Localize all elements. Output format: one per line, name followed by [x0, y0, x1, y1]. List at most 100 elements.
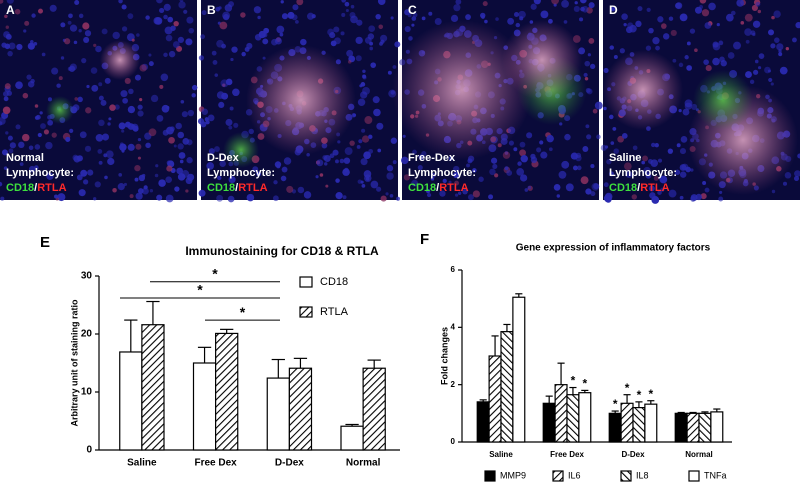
tissue-blob [246, 45, 356, 155]
nucleus [286, 185, 294, 193]
nucleus [311, 14, 316, 19]
nucleus [86, 84, 90, 89]
nucleus [15, 81, 23, 89]
nucleus [793, 175, 800, 182]
nucleus [520, 174, 528, 182]
nucleus [667, 148, 674, 154]
nucleus [297, 186, 305, 194]
x-tick-label: Normal [346, 458, 381, 469]
nucleus [306, 12, 315, 20]
nucleus [346, 49, 354, 57]
nucleus [604, 192, 613, 201]
nucleus [590, 164, 595, 169]
nucleus [64, 38, 71, 45]
nucleus [118, 0, 123, 4]
nucleus [378, 24, 384, 30]
nucleus [660, 187, 665, 192]
legend-label: TNFa [704, 470, 727, 480]
nucleus [263, 27, 270, 34]
nucleus [585, 124, 590, 129]
x-tick-label: Saline [127, 458, 157, 469]
nucleus [668, 189, 677, 198]
significance-star: * [212, 266, 218, 282]
nucleus [593, 183, 600, 190]
micrograph: B D-Dex Lymphocyte: CD18/RTLA [197, 0, 401, 203]
nucleus [183, 9, 188, 14]
nucleus [198, 55, 205, 61]
nucleus [15, 124, 21, 130]
nucleus [386, 165, 394, 172]
nucleus [158, 179, 166, 187]
nucleus [690, 168, 694, 172]
x-tick-label: Free Dex [550, 450, 584, 459]
significance-star: * [625, 381, 630, 395]
nucleus [364, 116, 373, 125]
nucleus [768, 77, 773, 83]
nucleus [465, 14, 471, 20]
nucleus [246, 193, 255, 202]
nucleus [606, 159, 612, 165]
nucleus [682, 108, 690, 116]
panel-letter: F [420, 231, 429, 248]
nucleus [655, 45, 660, 51]
nucleus [28, 145, 34, 151]
nucleus [7, 50, 13, 57]
nucleus [373, 108, 381, 117]
x-tick-label: Saline [489, 450, 513, 459]
nucleus [145, 142, 151, 149]
nucleus [653, 175, 659, 181]
bar [476, 401, 490, 443]
nucleus [34, 144, 41, 150]
nucleus [333, 37, 341, 45]
nucleus [708, 2, 716, 11]
nucleus [121, 129, 125, 133]
nucleus [14, 8, 21, 15]
nucleus [67, 66, 72, 71]
nucleus [339, 158, 345, 164]
nucleus [526, 132, 533, 139]
nucleus [358, 139, 363, 144]
nucleus [356, 145, 361, 149]
legend-swatch [552, 470, 564, 482]
nucleus [574, 1, 578, 5]
nucleus [668, 16, 674, 21]
nucleus [453, 165, 460, 173]
nucleus [207, 114, 215, 122]
panel-letter: D [609, 3, 618, 17]
nucleus [160, 73, 169, 82]
y-tick-label: 0 [451, 437, 456, 446]
nucleus [342, 195, 347, 200]
nucleus [646, 7, 651, 12]
nucleus [376, 122, 384, 130]
nucleus [343, 157, 351, 164]
nucleus [280, 0, 284, 4]
y-tick-label: 20 [81, 329, 93, 340]
nucleus [719, 190, 723, 195]
nucleus [507, 17, 515, 25]
nucleus [241, 51, 246, 57]
bar [119, 351, 143, 451]
nucleus [648, 185, 655, 192]
nucleus [771, 189, 776, 194]
nucleus [134, 177, 139, 182]
nucleus [221, 43, 226, 49]
nucleus [579, 17, 584, 22]
marker-cd18: CD18 [207, 182, 235, 194]
tissue-blob [100, 40, 140, 80]
nucleus [645, 173, 652, 179]
nucleus [412, 12, 418, 18]
panel-markers: CD18/RTLA [207, 182, 268, 194]
nucleus [28, 165, 36, 173]
nucleus [705, 65, 712, 72]
nucleus [112, 31, 120, 40]
y-tick-label: 0 [86, 445, 92, 456]
bar [608, 412, 622, 443]
chart-title: Immunostaining for CD18 & RTLA [185, 244, 379, 258]
nucleus [519, 149, 527, 157]
nucleus [657, 158, 663, 163]
y-tick-label: 6 [451, 265, 456, 274]
nucleus [109, 104, 116, 111]
panel-condition: Normal [6, 152, 44, 164]
bar [362, 367, 386, 451]
